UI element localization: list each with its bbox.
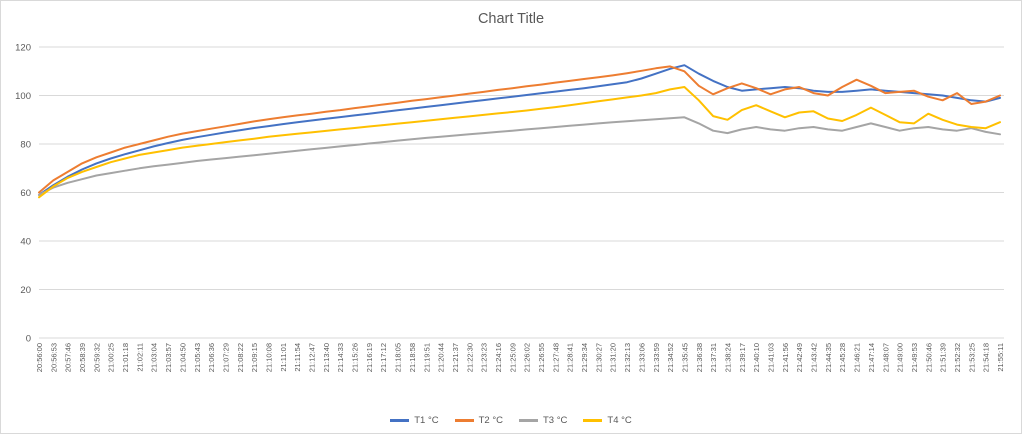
x-tick-label: 21:48:07 [881, 343, 890, 372]
y-tick-label: 0 [26, 334, 31, 345]
x-tick-label: 21:26:02 [523, 343, 532, 372]
legend-swatch-t4 [583, 419, 603, 422]
x-tick-label: 21:51:39 [939, 343, 948, 372]
x-tick-label: 21:02:11 [135, 343, 144, 372]
x-tick-label: 21:23:23 [480, 343, 489, 372]
x-tick-label: 21:50:46 [924, 343, 933, 372]
x-tick-label: 21:16:19 [365, 343, 374, 372]
x-tick-label: 21:21:37 [451, 343, 460, 372]
legend-swatch-t1 [390, 419, 410, 422]
legend-label-t3: T3 °C [543, 415, 568, 426]
x-tick-label: 21:54:18 [982, 343, 991, 372]
x-tick-label: 21:18:05 [394, 343, 403, 372]
x-tick-label: 21:14:33 [336, 343, 345, 372]
legend-item-t1[interactable]: T1 °C [390, 415, 439, 426]
x-tick-label: 21:20:44 [437, 343, 446, 372]
legend-item-t2[interactable]: T2 °C [454, 415, 503, 426]
x-tick-label: 21:39:17 [738, 343, 747, 372]
x-tick-label: 21:08:22 [236, 343, 245, 372]
x-tick-label: 21:04:50 [178, 343, 187, 372]
x-tick-label: 21:24:16 [494, 343, 503, 372]
x-tick-label: 21:47:14 [867, 343, 876, 372]
x-tick-label: 21:18:58 [408, 343, 417, 372]
x-tick-label: 21:22:30 [465, 343, 474, 372]
x-tick-label: 21:42:49 [795, 343, 804, 372]
x-tick-label: 21:17:12 [379, 343, 388, 372]
x-tick-label: 21:43:42 [810, 343, 819, 372]
x-tick-label: 21:06:36 [207, 343, 216, 372]
x-tick-label: 21:27:48 [551, 343, 560, 372]
legend-item-t4[interactable]: T4 °C [583, 415, 632, 426]
x-tick-label: 21:09:15 [250, 343, 259, 372]
x-tick-label: 21:49:53 [910, 343, 919, 372]
x-tick-label: 21:29:34 [580, 343, 589, 372]
x-tick-label: 21:52:32 [953, 343, 962, 372]
x-tick-label: 20:57:46 [64, 343, 73, 372]
x-tick-label: 21:32:13 [623, 343, 632, 372]
y-tick-label: 120 [15, 43, 31, 54]
x-tick-label: 21:55:11 [996, 343, 1005, 372]
y-tick-label: 80 [20, 140, 31, 151]
x-tick-label: 21:53:25 [967, 343, 976, 372]
y-tick-label: 60 [20, 188, 31, 199]
x-tick-label: 21:03:57 [164, 343, 173, 372]
x-tick-label: 21:38:24 [723, 343, 732, 372]
x-tick-label: 21:41:56 [781, 343, 790, 372]
y-tick-label: 20 [20, 285, 31, 296]
x-tick-label: 21:37:31 [709, 343, 718, 372]
legend-label-t1: T1 °C [414, 415, 439, 426]
x-tick-label: 21:19:51 [422, 343, 431, 372]
chart-title: Chart Title [477, 11, 545, 27]
x-tick-label: 21:11:01 [279, 343, 288, 372]
x-tick-label: 21:12:47 [308, 343, 317, 372]
y-tick-label: 40 [20, 237, 31, 248]
chart-legend: T1 °C T2 °C T3 °C T4 °C [1, 415, 1021, 426]
series-line-t4[interactable] [38, 86, 1001, 199]
series-line-t3[interactable] [38, 116, 1001, 196]
x-tick-label: 21:31:20 [609, 343, 618, 372]
x-tick-label: 21:35:45 [680, 343, 689, 372]
x-tick-label: 21:40:10 [752, 343, 761, 372]
x-tick-label: 21:46:21 [853, 343, 862, 372]
x-tick-label: 20:59:32 [92, 343, 101, 372]
x-tick-label: 21:03:04 [150, 343, 159, 372]
x-tick-label: 20:58:39 [78, 343, 87, 372]
legend-label-t4: T4 °C [607, 415, 632, 426]
legend-swatch-t2 [454, 419, 474, 422]
series-line-t1[interactable] [38, 64, 1001, 196]
x-tick-label: 21:33:06 [637, 343, 646, 372]
x-tick-label: 21:33:59 [652, 343, 661, 372]
x-tick-label: 21:45:28 [838, 343, 847, 372]
x-tick-label: 21:36:38 [695, 343, 704, 372]
series-line-t2[interactable] [38, 65, 1001, 194]
x-tick-label: 21:30:27 [594, 343, 603, 372]
y-tick-label: 100 [15, 91, 31, 102]
x-tick-label: 21:15:26 [351, 343, 360, 372]
legend-item-t3[interactable]: T3 °C [519, 415, 567, 426]
x-tick-label: 21:25:09 [508, 343, 517, 372]
x-tick-label: 21:00:25 [107, 343, 116, 372]
x-tick-label: 21:13:40 [322, 343, 331, 372]
x-tick-label: 21:41:03 [767, 343, 776, 372]
x-tick-label: 21:11:54 [293, 343, 302, 372]
x-tick-label: 21:10:08 [264, 343, 273, 372]
x-tick-label: 21:05:43 [193, 343, 202, 372]
legend-swatch-t3 [519, 419, 538, 422]
x-tick-label: 21:26:55 [537, 343, 546, 372]
legend-label-t2: T2 °C [478, 415, 503, 426]
x-tick-label: 21:01:18 [121, 343, 130, 372]
x-tick-label: 20:56:53 [49, 343, 58, 372]
x-tick-label: 21:44:35 [824, 343, 833, 372]
x-tick-label: 21:28:41 [566, 343, 575, 372]
x-tick-label: 21:49:00 [896, 343, 905, 372]
x-tick-label: 21:34:52 [666, 343, 675, 372]
x-tick-label: 20:56:00 [35, 343, 44, 372]
x-tick-label: 21:07:29 [221, 343, 230, 372]
